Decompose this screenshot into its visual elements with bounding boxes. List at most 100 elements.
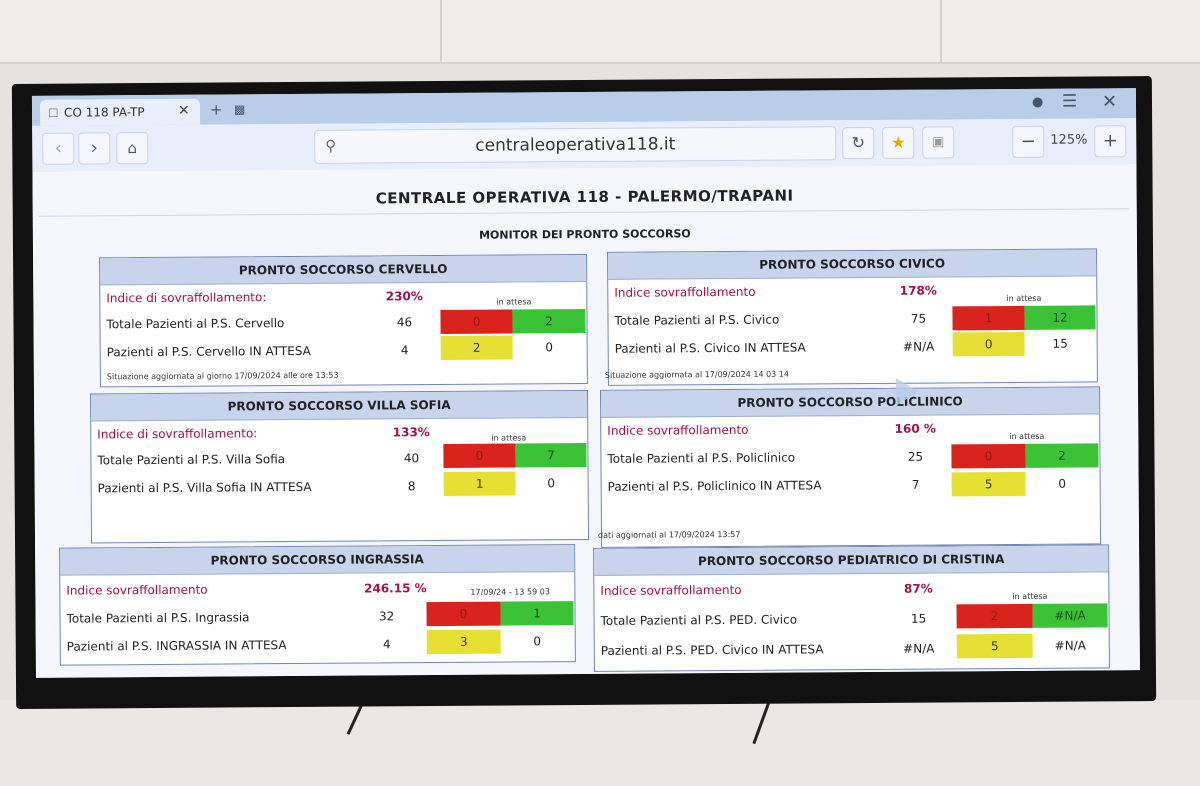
index-value: 133%: [392, 425, 430, 440]
white-code-count: #N/A: [1032, 633, 1108, 658]
forward-button[interactable]: ›: [78, 132, 111, 165]
index-value: 178%: [899, 283, 937, 298]
close-tab-icon[interactable]: ✕: [177, 102, 190, 119]
row-label: Pazienti al P.S. Policlinico IN ATTESA: [607, 478, 822, 494]
green-code-count: 1: [500, 601, 574, 626]
yellow-code-count: 5: [951, 471, 1026, 497]
row-value: 4: [400, 343, 409, 358]
reload-icon[interactable]: ↻: [842, 126, 875, 160]
white-code-count: 0: [512, 334, 586, 360]
waiting-header: in attesa: [491, 433, 527, 443]
white-code-count: 0: [500, 629, 574, 654]
zoom-level: 125%: [1050, 132, 1088, 148]
green-code-count: #N/A: [1032, 603, 1108, 628]
yellow-code-count: 0: [952, 331, 1025, 357]
row-label: Pazienti al P.S. INGRASSIA IN ATTESA: [66, 638, 287, 654]
tab-title: CO 118 PA-TP: [63, 105, 145, 120]
red-code-count: 2: [956, 603, 1033, 629]
white-code-count: 0: [515, 470, 587, 496]
red-code-count: 0: [426, 601, 501, 627]
green-code-count: 2: [512, 308, 586, 334]
panel-policlinico: PRONTO SOCCORSO POLICLINICO Indice sovra…: [598, 386, 1102, 548]
ceiling-seam: [940, 0, 942, 62]
home-icon[interactable]: ⌂: [116, 132, 149, 165]
url-text: centraleoperativa118.it: [475, 134, 676, 156]
row-value: 32: [378, 609, 395, 624]
account-icon[interactable]: ●: [1031, 94, 1044, 110]
yellow-code-count: 3: [426, 629, 501, 655]
yellow-code-count: 5: [956, 633, 1033, 659]
index-value: 230%: [385, 289, 423, 304]
row-label: Totale Pazienti al P.S. Villa Sofia: [97, 452, 286, 468]
row-label: Pazienti al P.S. Civico IN ATTESA: [614, 340, 806, 356]
index-label: Indice sovraffollamento: [600, 582, 742, 598]
row-label: Totale Pazienti al P.S. Policlinico: [607, 450, 796, 466]
index-value: 87%: [903, 581, 933, 596]
mouse-cursor: [895, 377, 919, 406]
panel-title: PRONTO SOCCORSO CIVICO: [608, 249, 1097, 280]
row-value: #N/A: [902, 339, 935, 354]
url-field[interactable]: ⚲ centraleoperativa118.it: [314, 126, 837, 164]
update-timestamp: Situazione aggiornata al 17/09/2024 14 0…: [604, 369, 790, 380]
green-code-count: 12: [1024, 305, 1096, 330]
page-icon: □: [47, 105, 59, 119]
panel-title: PRONTO SOCCORSO VILLA SOFIA: [91, 390, 588, 422]
new-tab-icon[interactable]: +: [209, 100, 223, 119]
page-content: CENTRALE OPERATIVA 118 - PALERMO/TRAPANI…: [32, 164, 1140, 678]
row-label: Pazienti al P.S. Cervello IN ATTESA: [106, 343, 311, 360]
panel-di-cristina: PRONTO SOCCORSO PEDIATRICO DI CRISTINA I…: [593, 544, 1110, 672]
address-bar: ‹ › ⌂ ⚲ centraleoperativa118.it ↻ ★ ▣ − …: [32, 118, 1137, 172]
index-label: Indice sovraffollamento: [607, 422, 749, 438]
index-label: Indice sovraffollamento: [614, 284, 756, 300]
screen: □ CO 118 PA-TP ✕ + ▩ ● ☰ ✕ ‹ › ⌂ ⚲ centr…: [31, 88, 1140, 678]
panel-title: PRONTO SOCCORSO PEDIATRICO DI CRISTINA: [594, 545, 1109, 576]
row-value: 46: [396, 315, 413, 330]
panel-villa-sofia: PRONTO SOCCORSO VILLA SOFIA Indice di so…: [89, 389, 590, 544]
green-code-count: 2: [1025, 443, 1099, 468]
zoom-out-button[interactable]: −: [1012, 125, 1045, 159]
menu-icon[interactable]: ☰: [1061, 91, 1078, 112]
panel-title: PRONTO SOCCORSO INGRASSIA: [60, 545, 575, 576]
panel-title: PRONTO SOCCORSO CERVELLO: [100, 254, 587, 286]
panel-cervello: PRONTO SOCCORSO CERVELLO Indice di sovra…: [99, 253, 588, 388]
row-value: 7: [911, 477, 920, 492]
yellow-code-count: 2: [440, 335, 513, 360]
row-label: Totale Pazienti al P.S. Cervello: [106, 316, 285, 332]
panel-ingrassia: PRONTO SOCCORSO INGRASSIA Indice sovraff…: [59, 544, 576, 666]
sheet-divider: [38, 208, 1129, 217]
red-code-count: 0: [443, 443, 516, 468]
close-window-icon[interactable]: ✕: [1101, 91, 1118, 113]
bookmark-star-icon[interactable]: ★: [882, 126, 915, 159]
index-label: Indice sovraffollamento: [66, 582, 208, 598]
red-code-count: 1: [952, 305, 1025, 331]
index-value: 246.15 %: [364, 581, 427, 596]
lock-icon[interactable]: ▣: [922, 126, 955, 159]
row-label: Pazienti al P.S. PED. Civico IN ATTESA: [600, 642, 824, 658]
row-value: 40: [403, 451, 420, 466]
browser-tab[interactable]: □ CO 118 PA-TP ✕: [39, 98, 201, 126]
red-code-count: 0: [440, 309, 513, 334]
tab-manager-icon[interactable]: ▩: [233, 102, 246, 117]
waiting-header: in attesa: [1009, 431, 1045, 442]
index-value: 160 %: [894, 421, 936, 436]
update-timestamp: Situazione aggiornata al giorno 17/09/20…: [106, 370, 339, 382]
row-label: Totale Pazienti al P.S. Ingrassia: [66, 610, 250, 626]
update-timestamp: 17/09/24 - 13 59 03: [470, 587, 550, 597]
row-value: 8: [407, 479, 416, 494]
yellow-code-count: 1: [443, 471, 516, 496]
row-value: 75: [910, 311, 927, 326]
zoom-in-button[interactable]: +: [1094, 125, 1127, 158]
row-value: 25: [907, 449, 924, 464]
waiting-header: in attesa: [496, 297, 532, 307]
index-label: Indice di sovraffollamento:: [97, 426, 258, 442]
page-title: CENTRALE OPERATIVA 118 - PALERMO/TRAPANI: [375, 186, 794, 208]
page-subtitle: MONITOR DEI PRONTO SOCCORSO: [479, 227, 691, 242]
row-label: Pazienti al P.S. Villa Sofia IN ATTESA: [97, 479, 312, 496]
row-label: Totale Pazienti al P.S. Civico: [614, 312, 780, 328]
index-label: Indice di sovraffollamento:: [106, 290, 267, 306]
white-code-count: 15: [1024, 331, 1096, 356]
back-button[interactable]: ‹: [42, 132, 75, 165]
panel-civico: PRONTO SOCCORSO CIVICO Indice sovraffoll…: [604, 248, 1098, 386]
green-code-count: 7: [515, 442, 587, 468]
row-value: 4: [382, 637, 391, 652]
